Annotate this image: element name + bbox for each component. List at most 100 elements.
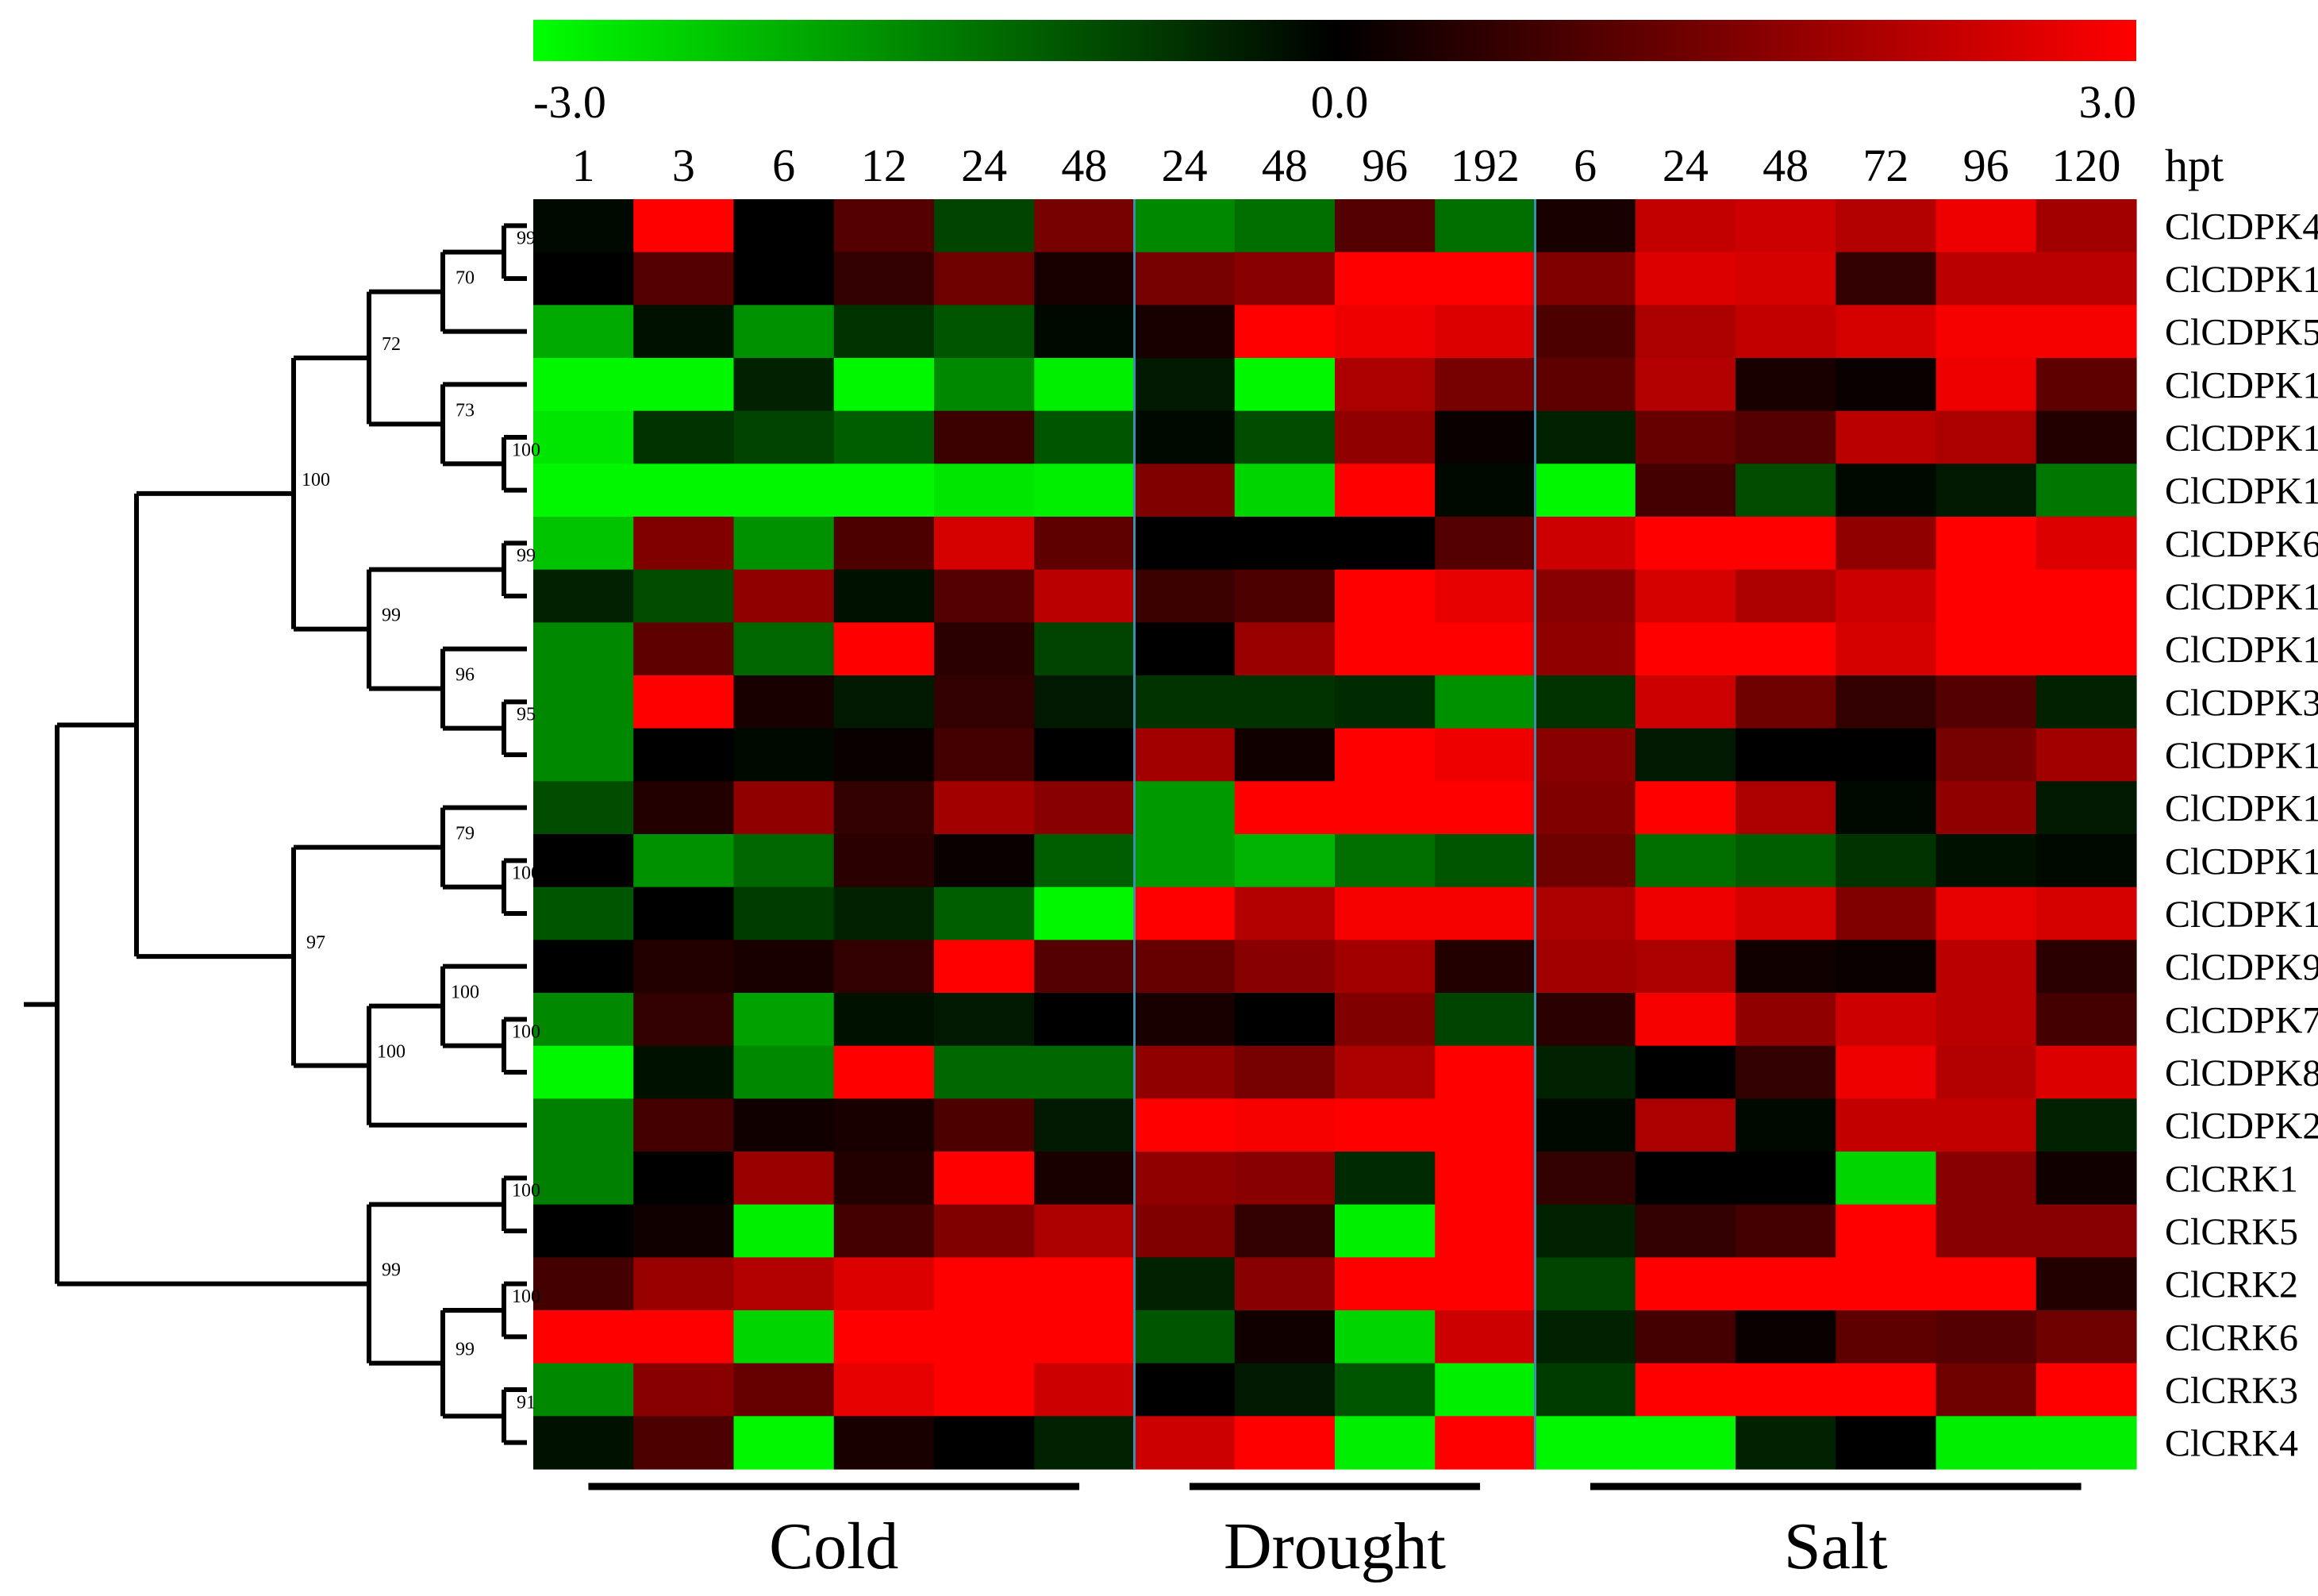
heatmap-cell [1335,252,1436,306]
heatmap-cell [1234,252,1336,306]
heatmap-cell [1435,728,1536,782]
heatmap-cell [1134,1152,1236,1206]
heatmap-cell [733,781,835,835]
heatmap-cell [733,622,835,676]
column-label: 96 [1362,140,1408,191]
heatmap-cell [1435,1363,1536,1417]
heatmap-cell [1234,1257,1336,1311]
heatmap-cell [1936,199,2037,253]
heatmap-cell [733,1098,835,1152]
heatmap-cell [1234,358,1336,412]
heatmap-cell [1234,728,1336,782]
row-label: ClCRK6 [2165,1317,2298,1359]
heatmap-cell [1836,1204,1937,1258]
bootstrap-label: 100 [302,470,330,490]
heatmap-cell [733,252,835,306]
heatmap-cell [833,1257,935,1311]
heatmap-cell [1134,358,1236,412]
heatmap-cell [934,1363,1035,1417]
heatmap-cell [1535,1152,1636,1206]
heatmap-cell [1836,410,1937,464]
heatmap-cell [1134,940,1236,994]
heatmap-cell [1435,1045,1536,1099]
heatmap-cell [1635,675,1736,729]
heatmap-cell [1435,834,1536,888]
heatmap-cell [1836,675,1937,729]
heatmap-cell [733,463,835,517]
heatmap-cell [934,1098,1035,1152]
heatmap-cell [934,199,1035,253]
heatmap-cell [533,1098,634,1152]
heatmap-cell [1234,1152,1336,1206]
heatmap-cell [1736,1045,1836,1099]
heatmap-cell [1736,728,1836,782]
heatmap-cell [1635,358,1736,412]
colorbar-max-label: 3.0 [2079,76,2137,128]
heatmap-cell [1034,1310,1136,1364]
heatmap-cell [2035,463,2137,517]
heatmap-cell [1736,993,1836,1047]
heatmap-cell [1836,622,1937,676]
heatmap-cell [1335,1257,1436,1311]
heatmap-cell [833,1363,935,1417]
row-label: ClCDPK5 [2165,312,2318,354]
heatmap-cell [1134,569,1236,623]
heatmap-cell [1134,517,1236,571]
heatmap-cell [1034,517,1136,571]
bootstrap-label: 100 [512,440,540,460]
heatmap-cell [1034,1257,1136,1311]
heatmap-cell [833,569,935,623]
row-label: ClCRK5 [2165,1211,2298,1253]
heatmap-cell [1535,305,1636,359]
heatmap-cell [833,1045,935,1099]
heatmap-cell [1736,1416,1836,1470]
column-label: 48 [1262,140,1308,191]
heatmap-cell [833,410,935,464]
heatmap-cell [1535,622,1636,676]
heatmap-cell [934,1310,1035,1364]
group-annotations: Cold Drought Salt [588,1483,2082,1583]
heatmap-cell [1335,463,1436,517]
heatmap-cell [934,1416,1035,1470]
heatmap-cell [1435,252,1536,306]
heatmap-cell [633,305,735,359]
heatmap-cell [1535,728,1636,782]
row-label: ClCDPK13 [2165,788,2318,830]
heatmap-cell [1435,463,1536,517]
colorbar [533,20,2136,61]
heatmap-cell [633,410,735,464]
group-label: Drought [1224,1509,1446,1583]
heatmap-cell [1134,728,1236,782]
heatmap-cell [1936,940,2037,994]
heatmap-cell [1836,728,1937,782]
row-label: ClCDPK9 [2165,947,2318,989]
heatmap-cell [533,993,634,1047]
heatmap-cell [633,886,735,940]
heatmap-cell [1034,728,1136,782]
heatmap-cell [1435,622,1536,676]
heatmap-cell [833,252,935,306]
heatmap-cell [1335,940,1436,994]
row-label: ClCRK3 [2165,1370,2298,1412]
heatmap-cell [1836,252,1937,306]
heatmap-cell [533,1363,634,1417]
heatmap-cell [1535,252,1636,306]
heatmap-cell [1134,993,1236,1047]
heatmap-cell [1034,1416,1136,1470]
heatmap-cell [1936,675,2037,729]
heatmap-cell [2035,1152,2137,1206]
heatmap-cell [1836,940,1937,994]
heatmap-cell [934,252,1035,306]
heatmap-cell [1435,517,1536,571]
row-labels: ClCDPK4 ClCDPK14 ClCDPK5 ClCDPK17 ClCDPK11 Cl… [2165,206,2318,1464]
heatmap-cell [1034,1045,1136,1099]
heatmap-cell [1435,1204,1536,1258]
heatmap-cell [1936,517,2037,571]
heatmap-cell [1836,886,1937,940]
heatmap-cell [2035,358,2137,412]
heatmap-cell [733,728,835,782]
row-label: ClCDPK10 [2165,629,2318,671]
column-label: 12 [861,140,907,191]
heatmap-cell [533,622,634,676]
heatmap-cell [1435,1416,1536,1470]
